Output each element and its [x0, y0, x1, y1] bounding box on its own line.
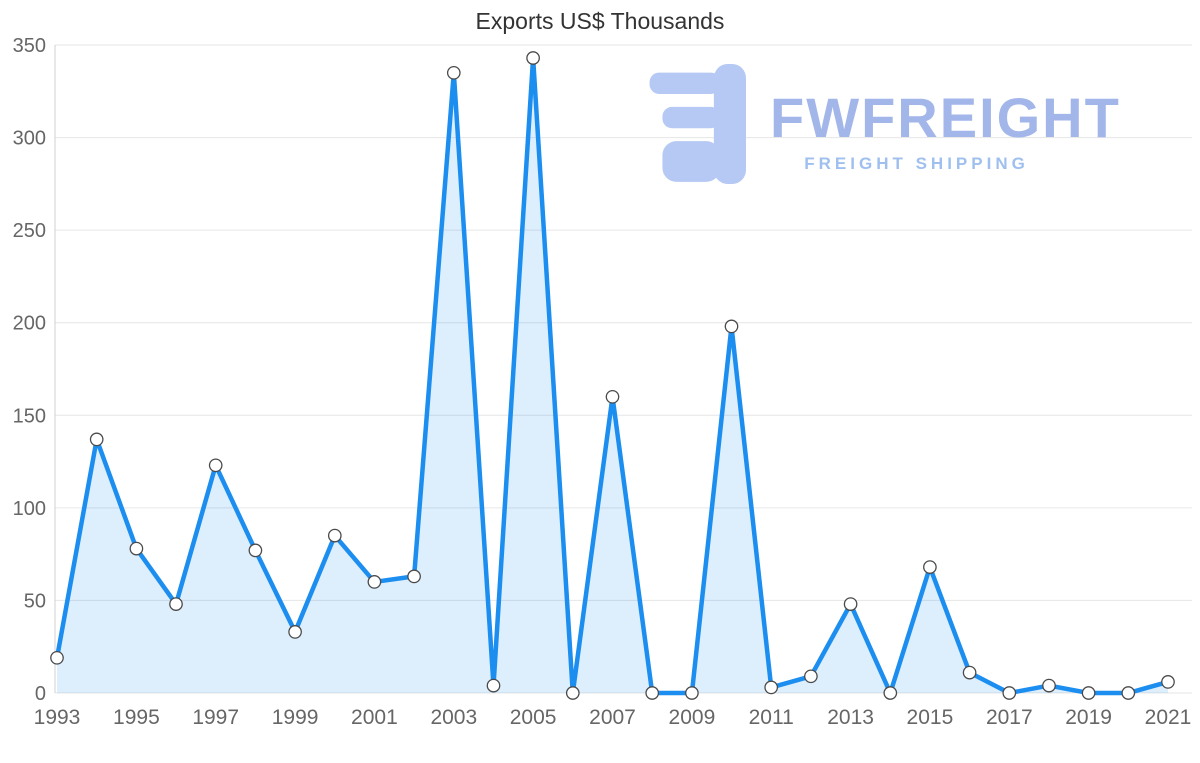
y-axis-label: 200	[13, 313, 46, 335]
x-axis-label: 1997	[192, 706, 239, 729]
y-axis-label: 350	[13, 35, 46, 57]
data-point-marker[interactable]	[327, 528, 342, 543]
data-point-marker[interactable]	[1002, 686, 1017, 700]
x-axis-label: 2019	[1065, 706, 1112, 729]
data-point-marker[interactable]	[446, 65, 461, 80]
data-point-marker[interactable]	[605, 389, 620, 404]
data-point-marker[interactable]	[645, 686, 660, 700]
data-point-marker[interactable]	[486, 678, 501, 693]
data-point-marker[interactable]	[1042, 678, 1056, 693]
data-point-marker[interactable]	[288, 625, 302, 639]
x-axis-label: 2021	[1145, 706, 1192, 729]
x-axis-label: 1993	[34, 706, 81, 729]
x-axis-label: 2009	[669, 706, 716, 729]
chart-title: Exports US$ Thousands	[475, 8, 725, 34]
data-point-marker[interactable]	[923, 560, 937, 574]
data-point-marker[interactable]	[565, 686, 580, 700]
data-point-marker[interactable]	[367, 575, 382, 589]
x-axis-label: 1995	[113, 706, 160, 729]
data-point-marker[interactable]	[843, 597, 858, 611]
brand-logo-icon	[649, 64, 746, 184]
x-axis-label: 2011	[749, 706, 794, 729]
data-point-marker[interactable]	[89, 432, 104, 447]
brand-name: FWFREIGHT	[770, 86, 1121, 149]
data-point-marker[interactable]	[248, 543, 263, 558]
data-point-marker[interactable]	[724, 319, 739, 334]
y-axis-label: 0	[35, 683, 46, 705]
data-point-marker[interactable]	[962, 665, 977, 680]
brand-text-block: FWFREIGHT FREIGHT SHIPPING	[770, 64, 1121, 174]
x-axis-label: 2007	[589, 706, 636, 729]
y-axis-label: 250	[13, 220, 46, 242]
area-fill	[57, 58, 1168, 693]
brand-watermark: FWFREIGHT FREIGHT SHIPPING	[648, 64, 1121, 184]
x-axis-label: 2005	[510, 706, 557, 729]
data-point-marker[interactable]	[407, 569, 421, 584]
data-point-marker[interactable]	[685, 686, 699, 700]
data-point-marker[interactable]	[804, 669, 818, 684]
brand-tagline: FREIGHT SHIPPING	[804, 154, 1029, 173]
x-axis-label: 2013	[827, 706, 874, 729]
data-point-marker[interactable]	[129, 541, 144, 556]
data-point-marker[interactable]	[208, 458, 223, 473]
data-point-marker[interactable]	[1161, 675, 1175, 689]
data-point-marker[interactable]	[764, 680, 779, 695]
y-axis-label: 150	[13, 405, 46, 427]
y-axis-label: 100	[13, 498, 46, 520]
x-axis-label: 2015	[907, 706, 954, 729]
data-point-marker[interactable]	[169, 597, 183, 611]
x-axis-label: 2003	[430, 706, 477, 729]
x-axis-label: 2001	[351, 706, 398, 729]
data-point-marker[interactable]	[1081, 686, 1096, 700]
y-axis-label: 300	[13, 128, 46, 150]
data-point-marker[interactable]	[50, 650, 64, 665]
y-axis-label: 50	[24, 590, 46, 612]
data-point-marker[interactable]	[1121, 686, 1136, 700]
x-axis-label: 2017	[986, 706, 1033, 729]
data-point-marker[interactable]	[526, 51, 540, 65]
data-point-marker[interactable]	[883, 686, 898, 700]
x-axis-label: 1999	[272, 706, 319, 729]
